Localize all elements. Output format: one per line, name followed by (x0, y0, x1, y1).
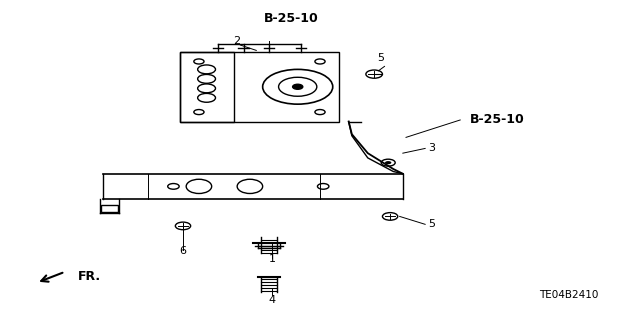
Bar (180, 52, 234, 122)
Text: 5: 5 (377, 53, 384, 63)
Text: 5: 5 (428, 219, 435, 229)
Text: 3: 3 (428, 144, 435, 153)
Bar (180, 52, 339, 122)
Circle shape (292, 84, 303, 89)
Text: 1: 1 (269, 254, 276, 264)
Text: B-25-10: B-25-10 (470, 114, 525, 126)
Text: FR.: FR. (78, 270, 101, 283)
Text: 2: 2 (234, 36, 241, 46)
Text: 4: 4 (269, 295, 276, 305)
Circle shape (385, 161, 392, 164)
Text: 6: 6 (179, 246, 186, 256)
Text: B-25-10: B-25-10 (264, 12, 319, 25)
Bar (101, 205, 118, 212)
Text: TE04B2410: TE04B2410 (539, 291, 598, 300)
Polygon shape (103, 174, 403, 199)
